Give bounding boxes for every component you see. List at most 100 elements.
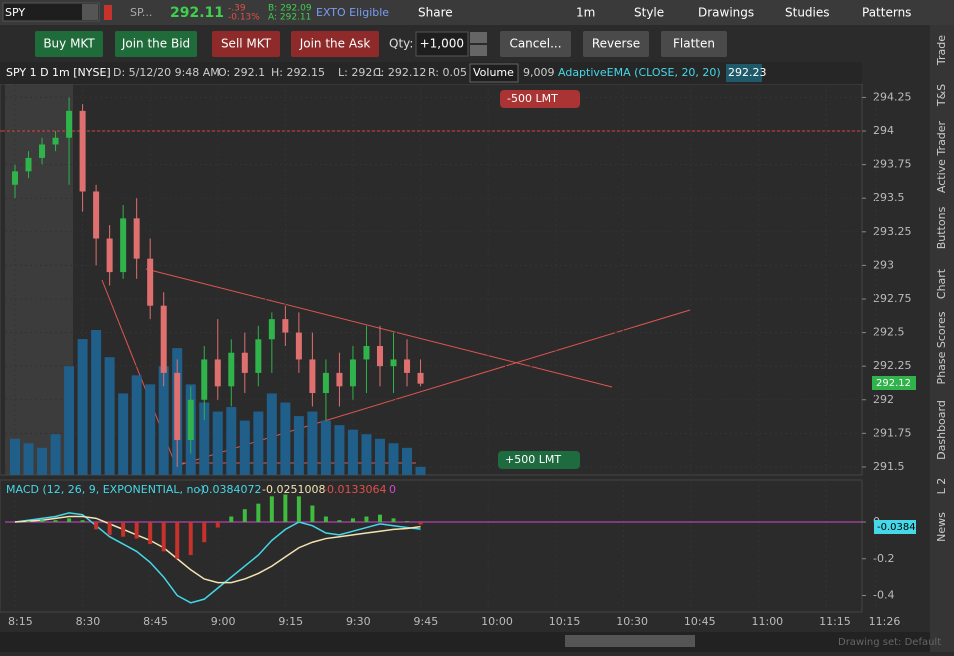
side-tab[interactable]: T&S bbox=[935, 84, 948, 107]
toolbar-button[interactable]: Drawings bbox=[698, 6, 754, 20]
candle-body bbox=[241, 352, 248, 373]
histogram-bar bbox=[283, 494, 288, 523]
y-tick-label: -0.4 bbox=[873, 588, 894, 601]
qty[interactable]: +1,000 bbox=[420, 37, 464, 51]
volume-bar bbox=[361, 434, 372, 475]
toolbar-button[interactable]: Studies bbox=[785, 6, 830, 20]
histogram-bar bbox=[229, 516, 234, 523]
x-tick-label: 8:45 bbox=[143, 615, 168, 628]
x-tick-label: 10:00 bbox=[481, 615, 513, 628]
side-tab[interactable]: Phase Scores bbox=[935, 311, 948, 384]
order-button-label[interactable]: Join the Ask bbox=[299, 37, 371, 51]
trendline bbox=[145, 268, 613, 388]
macd-line bbox=[14, 515, 421, 584]
y-tick-label: 292 bbox=[873, 393, 894, 406]
qty-input[interactable] bbox=[415, 31, 469, 57]
side-tab[interactable]: Trade bbox=[935, 35, 948, 66]
macd-line bbox=[14, 512, 421, 604]
order-button[interactable] bbox=[115, 31, 197, 57]
order-button-label[interactable]: Join the Bid bbox=[121, 37, 190, 51]
side-tab[interactable]: Active Trader bbox=[935, 120, 948, 193]
histogram-bar bbox=[121, 522, 126, 537]
order-flag[interactable] bbox=[500, 90, 580, 108]
x-tick-label: 11:26 bbox=[869, 615, 901, 628]
order-flag[interactable] bbox=[498, 451, 580, 469]
top-toolbar bbox=[0, 0, 954, 25]
action-button[interactable] bbox=[500, 31, 571, 57]
action-button-label[interactable]: Cancel... bbox=[509, 37, 561, 51]
candle-body bbox=[25, 157, 32, 172]
toolbar-button[interactable]: 1m bbox=[576, 6, 595, 20]
action-button-label[interactable]: Flatten bbox=[673, 37, 715, 51]
price-label: 292.12 bbox=[876, 378, 911, 389]
order-button[interactable] bbox=[35, 31, 103, 57]
symbol[interactable]: SPY bbox=[5, 6, 25, 19]
change: -.39 bbox=[228, 4, 246, 14]
y-tick-label: 293 bbox=[873, 258, 894, 271]
toolbar-button[interactable]: Share bbox=[418, 6, 453, 20]
link-tag[interactable] bbox=[104, 5, 112, 20]
order-button-label[interactable]: Buy MKT bbox=[43, 37, 95, 51]
action-button[interactable] bbox=[583, 31, 649, 57]
header-item: L: 292.1 bbox=[338, 66, 383, 79]
footer: Drawing set: Default bbox=[838, 637, 941, 648]
y-tick-label: 294.25 bbox=[873, 90, 912, 103]
volume-bar bbox=[77, 339, 88, 475]
histogram-bar bbox=[80, 520, 85, 523]
order-flag-label[interactable]: -500 LMT bbox=[507, 92, 558, 105]
header-item: 292.23 bbox=[728, 66, 767, 79]
y-tick-label: 294 bbox=[873, 124, 894, 137]
candle-body bbox=[322, 372, 329, 394]
scroll-thumb[interactable] bbox=[565, 635, 695, 647]
candle-body bbox=[417, 372, 424, 384]
histogram-bar bbox=[175, 522, 180, 559]
candle-body bbox=[309, 359, 316, 394]
y-tick-label: 293.75 bbox=[873, 158, 912, 171]
symbol-box[interactable] bbox=[2, 2, 100, 22]
action-button[interactable] bbox=[661, 31, 727, 57]
volume-bar bbox=[118, 393, 129, 475]
histogram-bar bbox=[148, 522, 153, 545]
action-button-label[interactable]: Reverse bbox=[592, 37, 640, 51]
candle-body bbox=[201, 359, 208, 400]
qty-up[interactable] bbox=[470, 32, 487, 43]
y-tick-label: 293.25 bbox=[873, 225, 912, 238]
candle-body bbox=[214, 359, 221, 387]
side-tab[interactable]: Chart bbox=[935, 268, 948, 299]
histogram-bar bbox=[418, 522, 423, 525]
side-tab[interactable]: Buttons bbox=[935, 206, 948, 249]
y-tick-label: 292.25 bbox=[873, 359, 912, 372]
candle-body bbox=[404, 359, 411, 373]
macd-header-item: MACD (12, 26, 9, EXPONENTIAL, no) bbox=[6, 483, 205, 496]
macd-panel bbox=[0, 479, 863, 613]
x-tick-label: 8:15 bbox=[8, 615, 33, 628]
candle-body bbox=[295, 332, 302, 360]
histogram-bar bbox=[350, 518, 355, 523]
order-button-label[interactable]: Sell MKT bbox=[221, 37, 272, 51]
histogram-bar bbox=[337, 520, 342, 523]
order-button[interactable] bbox=[291, 31, 379, 57]
qty-label: Qty: bbox=[389, 37, 413, 51]
toolbar-button[interactable]: Patterns bbox=[862, 6, 911, 20]
order-button[interactable] bbox=[212, 31, 280, 57]
volume-bar bbox=[199, 402, 210, 475]
side-tab[interactable]: Dashboard bbox=[935, 400, 948, 460]
histogram-bar bbox=[405, 521, 410, 523]
header-item: R: 0.05 bbox=[428, 66, 467, 79]
qty-down[interactable] bbox=[470, 45, 487, 56]
histogram-bar bbox=[215, 522, 220, 528]
candle-body bbox=[66, 110, 73, 138]
symbol-dropdown[interactable] bbox=[82, 4, 98, 20]
candle-body bbox=[133, 218, 140, 259]
volume-bar bbox=[50, 434, 61, 475]
side-tab[interactable]: News bbox=[935, 512, 948, 542]
histogram-bar bbox=[391, 518, 396, 523]
side-tab[interactable]: L 2 bbox=[935, 478, 948, 495]
candle-body bbox=[363, 346, 370, 360]
order-flag-label[interactable]: +500 LMT bbox=[505, 453, 561, 466]
x-tick-label: 11:00 bbox=[751, 615, 783, 628]
candle-body bbox=[12, 171, 18, 185]
volume-bar bbox=[374, 438, 385, 475]
toolbar-button[interactable]: Style bbox=[634, 6, 664, 20]
